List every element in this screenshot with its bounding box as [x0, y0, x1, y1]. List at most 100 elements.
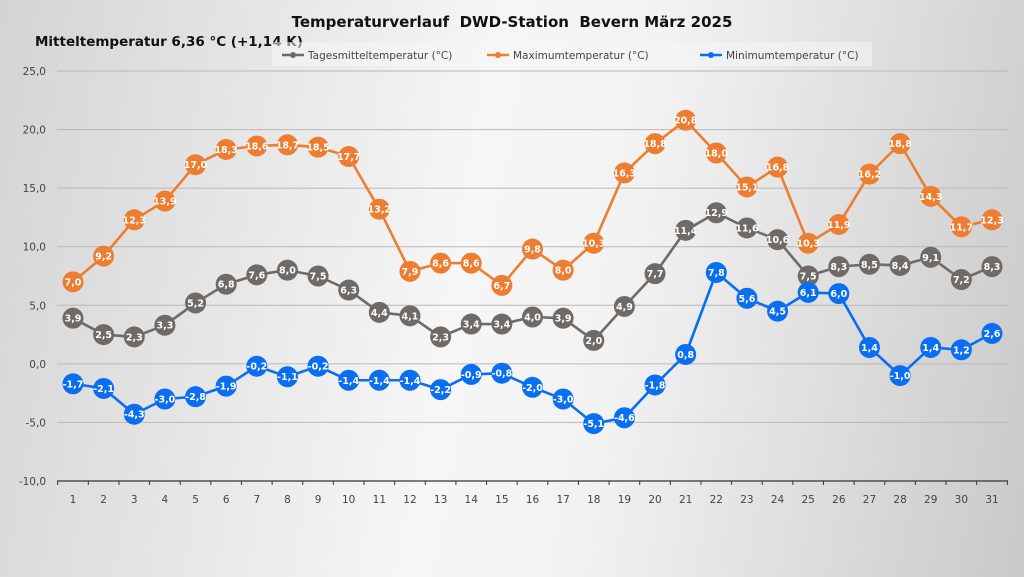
data-point — [368, 369, 390, 391]
y-tick-label: 15,0 — [23, 183, 46, 195]
x-tick-label: 3 — [131, 494, 138, 506]
data-label: 8,4 — [892, 261, 909, 272]
x-tick-label: 15 — [495, 494, 508, 506]
y-axis-ticks: 25,0 20,0 15,0 10,0 5,0 0,0 -5,0 -10,0 — [19, 66, 46, 488]
data-point — [828, 283, 850, 305]
data-point — [736, 287, 758, 309]
data-label: 10,3 — [796, 239, 819, 250]
data-label: 12,9 — [705, 208, 728, 219]
data-label: 16,2 — [858, 170, 881, 181]
data-point — [950, 269, 972, 291]
data-label: 0,8 — [677, 350, 694, 361]
data-label: 10,3 — [582, 239, 605, 250]
data-label: 14,3 — [919, 192, 942, 203]
data-point — [307, 355, 329, 377]
data-point — [797, 265, 819, 287]
x-tick-label: 5 — [192, 494, 199, 506]
data-label: 11,4 — [674, 226, 698, 237]
data-point — [460, 252, 482, 274]
data-label: 7,2 — [953, 275, 970, 286]
data-point — [93, 245, 115, 267]
x-tick-label: 11 — [373, 494, 386, 506]
data-label: 8,6 — [463, 259, 480, 270]
x-tick-label: 30 — [955, 494, 968, 506]
data-point — [920, 246, 942, 268]
data-label: -1,8 — [645, 380, 666, 391]
data-point — [981, 209, 1003, 231]
y-tick-label: 5,0 — [29, 300, 46, 312]
y-tick-label: 0,0 — [29, 359, 46, 371]
data-point — [583, 413, 605, 435]
data-point — [491, 274, 513, 296]
data-point — [276, 134, 298, 156]
data-point — [797, 232, 819, 254]
data-label: -1,0 — [890, 371, 911, 382]
data-label: -3,0 — [155, 395, 176, 406]
data-label: 12,3 — [123, 215, 146, 226]
data-label: 7,5 — [310, 272, 327, 283]
data-point — [675, 219, 697, 241]
data-label: -2,1 — [93, 384, 114, 395]
data-point — [185, 386, 207, 408]
data-point — [889, 365, 911, 387]
y-tick-label: 25,0 — [23, 66, 46, 78]
chart-title: Temperaturverlauf DWD-Station Bevern Mär… — [292, 13, 733, 31]
data-point — [307, 265, 329, 287]
data-point — [613, 295, 635, 317]
x-tick-label: 20 — [648, 494, 661, 506]
data-point — [797, 281, 819, 303]
data-point — [185, 154, 207, 176]
data-point — [399, 260, 421, 282]
x-tick-label: 22 — [710, 494, 723, 506]
data-point — [154, 388, 176, 410]
data-point — [276, 259, 298, 281]
series-line — [72, 118, 993, 287]
legend-item: Maximumtemperatur (°C) — [487, 50, 649, 62]
data-label: -5,1 — [583, 419, 604, 430]
data-label: 12,3 — [980, 215, 1003, 226]
data-point — [552, 388, 574, 410]
data-point — [307, 136, 329, 158]
series-line — [72, 271, 993, 425]
data-label: -1,9 — [216, 382, 237, 393]
y-tick-label: 10,0 — [23, 242, 46, 254]
data-label: 13,2 — [368, 205, 391, 216]
data-label: 7,5 — [800, 272, 817, 283]
x-axis: 1 2 3 4 5 6 7 8 9 10 11 12 13 14 15 16 17 18 19 20 21 22 23 24 2… — [57, 480, 1008, 506]
data-point — [644, 263, 666, 285]
data-label: 6,0 — [830, 289, 847, 300]
data-label: -4,3 — [124, 410, 145, 421]
data-point — [123, 403, 145, 425]
x-tick-label: 13 — [434, 494, 447, 506]
data-label: -2,2 — [430, 385, 451, 396]
legend-item: Minimumtemperatur (°C) — [700, 50, 859, 62]
data-label: 8,0 — [279, 266, 296, 277]
data-point — [491, 313, 513, 335]
data-label: 18,3 — [214, 145, 237, 156]
data-label: 2,3 — [432, 332, 449, 343]
x-tick-label: 14 — [465, 494, 479, 506]
x-tick-label: 2 — [100, 494, 107, 506]
data-label: 17,7 — [337, 152, 360, 163]
data-label: -3,0 — [553, 395, 574, 406]
data-label: 18,8 — [643, 139, 667, 150]
data-label: 20,8 — [674, 116, 698, 127]
data-label: 3,3 — [156, 321, 173, 332]
data-point — [613, 162, 635, 184]
data-label: 7,7 — [647, 269, 664, 280]
data-label: 4,5 — [769, 307, 786, 318]
data-label: 11,6 — [735, 223, 759, 234]
data-point — [62, 271, 84, 293]
chart-subtitle: Mitteltemperatur 6,36 °C (+1,14 K) — [35, 34, 303, 50]
x-tick-label: 25 — [802, 494, 815, 506]
data-point — [950, 216, 972, 238]
data-label: 13,9 — [153, 197, 176, 208]
data-point — [705, 261, 727, 283]
data-label: 5,2 — [187, 298, 204, 309]
data-point — [522, 376, 543, 398]
data-point — [522, 306, 543, 328]
data-point — [858, 163, 880, 185]
data-point — [675, 343, 697, 365]
data-point — [215, 375, 237, 397]
